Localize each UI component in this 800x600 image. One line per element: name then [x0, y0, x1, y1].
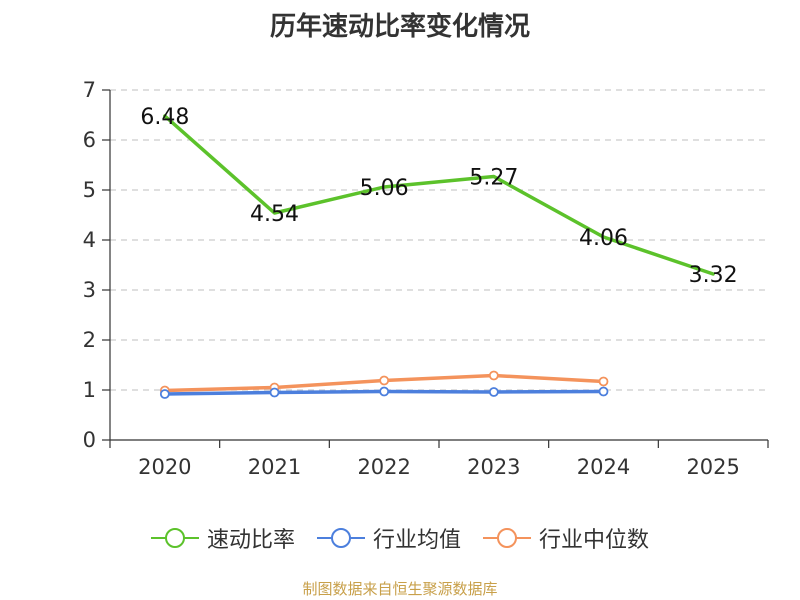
- y-tick-label-6: 6: [83, 128, 96, 152]
- series-1-point-2021: [269, 387, 280, 398]
- data-label-2025: 3.32: [689, 263, 738, 288]
- y-tick-label-7: 7: [83, 78, 96, 102]
- y-tick-label-2: 2: [83, 328, 96, 352]
- x-tick-label-2025: 2025: [686, 455, 739, 479]
- legend-item-industry-median[interactable]: 行业中位数: [483, 522, 649, 554]
- legend-label-quick-ratio: 速动比率: [206, 528, 295, 553]
- series-layer: [159, 114, 715, 399]
- y-tick-label-1: 1: [83, 378, 96, 402]
- series-1-point-2024: [598, 386, 609, 397]
- label-layer: 6.48 4.54 5.06 5.27 4.06 3.32: [140, 105, 737, 288]
- legend-item-industry-mean[interactable]: 行业均值: [316, 522, 461, 554]
- series-2-point-2024: [598, 376, 609, 387]
- y-tick-label-4: 4: [83, 228, 96, 252]
- x-tick-label-2021: 2021: [248, 455, 301, 479]
- data-label-2024: 4.06: [579, 226, 628, 251]
- legend-item-quick-ratio[interactable]: 速动比率: [150, 522, 295, 554]
- legend-label-industry-mean: 行业均值: [372, 528, 461, 553]
- series-line-0: [163, 114, 715, 276]
- legend: 速动比率 行业均值 行业中位数: [0, 518, 800, 558]
- data-label-2020: 6.48: [140, 105, 189, 130]
- y-tick-label-0: 0: [83, 428, 96, 452]
- y-tick-label-5: 5: [83, 178, 96, 202]
- legend-swatch-industry-median: [483, 528, 531, 548]
- series-1-point-2022: [379, 386, 390, 397]
- legend-swatch-industry-mean: [316, 528, 365, 548]
- axis-layer: 0 1 2 3 4 5 6 7 2020 2021 2022 2023 2024 2025: [83, 78, 769, 479]
- series-2-point-2022: [379, 375, 390, 386]
- x-tick-label-2020: 2020: [138, 455, 191, 479]
- series-1-point-2023: [488, 387, 499, 397]
- legend-label-industry-median: 行业中位数: [539, 528, 650, 553]
- data-label-2023: 5.27: [469, 166, 518, 191]
- data-label-2022: 5.06: [360, 176, 409, 201]
- source-note: 制图数据来自恒生聚源数据库: [302, 580, 498, 598]
- legend-swatch-quick-ratio: [150, 528, 199, 548]
- series-2-point-2023: [488, 370, 499, 381]
- y-tick-label-3: 3: [83, 278, 96, 302]
- x-tick-label-2024: 2024: [577, 455, 630, 479]
- chart-title: 历年速动比率变化情况: [269, 12, 530, 42]
- series-1-point-2020: [159, 389, 170, 399]
- data-label-2021: 4.54: [250, 202, 299, 227]
- x-tick-label-2023: 2023: [467, 455, 520, 479]
- grid-layer: [110, 89, 768, 391]
- x-tick-label-2022: 2022: [357, 455, 410, 479]
